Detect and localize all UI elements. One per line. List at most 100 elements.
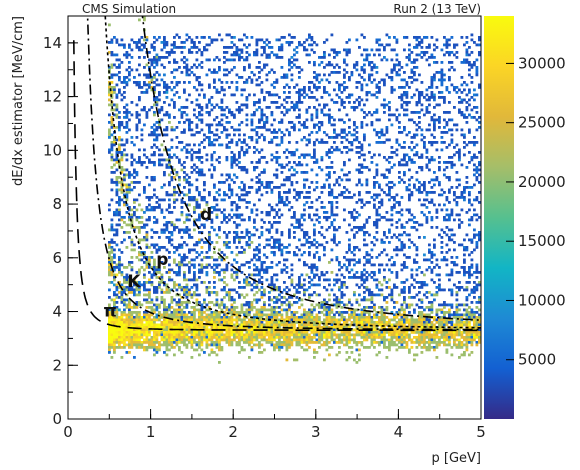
heatmap-cell xyxy=(438,118,441,122)
heatmap-cell xyxy=(138,86,141,89)
heatmap-cell xyxy=(450,211,454,214)
heatmap-cell xyxy=(465,121,469,124)
heatmap-cell xyxy=(350,258,354,262)
heatmap-cell xyxy=(208,238,211,242)
heatmap-cell xyxy=(185,203,189,207)
heatmap-cell xyxy=(360,98,364,102)
heatmap-cell xyxy=(230,68,234,72)
heatmap-cell xyxy=(325,178,329,182)
heatmap-cell xyxy=(275,131,279,134)
heatmap-cell xyxy=(168,86,171,89)
heatmap-cell xyxy=(273,246,276,249)
heatmap-cell xyxy=(405,208,409,212)
heatmap-cell xyxy=(168,113,171,117)
heatmap-cell xyxy=(173,206,176,209)
heatmap-cell xyxy=(200,223,204,227)
heatmap-cell xyxy=(230,263,234,267)
heatmap-cell xyxy=(255,53,259,57)
heatmap-cell xyxy=(145,266,149,269)
heatmap-cell xyxy=(188,271,191,274)
heatmap-cell xyxy=(150,161,154,164)
heatmap-cell xyxy=(225,81,229,84)
heatmap-cell xyxy=(158,263,161,267)
heatmap-cell xyxy=(108,288,111,292)
heatmap-cell xyxy=(195,201,199,204)
heatmap-cell xyxy=(115,168,119,172)
heatmap-cell xyxy=(343,163,346,167)
heatmap-cell xyxy=(145,298,149,302)
heatmap-cell xyxy=(465,108,469,112)
heatmap-cell xyxy=(278,106,281,109)
heatmap-cell xyxy=(438,303,441,307)
heatmap-cell xyxy=(420,128,424,132)
heatmap-cell xyxy=(118,76,121,79)
heatmap-cell xyxy=(395,271,399,274)
heatmap-cell xyxy=(205,48,209,52)
heatmap-cell xyxy=(330,116,334,119)
heatmap-cell xyxy=(305,241,309,244)
heatmap-cell xyxy=(315,181,319,184)
heatmap-cell xyxy=(473,163,476,167)
heatmap-cell xyxy=(435,118,439,122)
heatmap-cell xyxy=(213,183,216,187)
heatmap-cell xyxy=(275,301,279,304)
heatmap-cell xyxy=(300,191,304,194)
heatmap-cell xyxy=(308,253,311,257)
heatmap-cell xyxy=(448,51,451,54)
heatmap-cell xyxy=(275,186,279,189)
heatmap-cell xyxy=(235,313,239,317)
heatmap-cell xyxy=(415,46,419,49)
heatmap-cell xyxy=(178,301,181,304)
heatmap-cell xyxy=(160,276,164,279)
heatmap-cell xyxy=(208,98,211,102)
heatmap-cell xyxy=(395,286,399,289)
heatmap-cell xyxy=(383,276,386,279)
heatmap-cell xyxy=(270,281,274,284)
heatmap-cell xyxy=(258,268,261,272)
heatmap-cell xyxy=(140,221,144,224)
heatmap-cell xyxy=(118,163,121,167)
heatmap-cell xyxy=(125,111,129,114)
heatmap-cell xyxy=(148,58,151,62)
heatmap-cell xyxy=(133,171,136,174)
heatmap-cell xyxy=(260,53,264,57)
heatmap-cell xyxy=(415,128,419,132)
heatmap-cell xyxy=(175,198,179,202)
heatmap-cell xyxy=(125,121,129,124)
heatmap-cell xyxy=(133,243,136,247)
heatmap-cell xyxy=(128,208,131,212)
heatmap-cell xyxy=(455,178,459,182)
heatmap-cell xyxy=(315,78,319,82)
heatmap-cell xyxy=(328,136,331,139)
heatmap-cell xyxy=(215,138,219,142)
heatmap-cell xyxy=(473,41,476,44)
heatmap-cell xyxy=(330,288,334,292)
heatmap-cell xyxy=(270,123,274,127)
heatmap-cell xyxy=(403,113,406,117)
heatmap-cell xyxy=(343,161,346,164)
heatmap-cell xyxy=(360,143,364,147)
heatmap-cell xyxy=(388,113,391,117)
heatmap-cell xyxy=(465,233,469,237)
heatmap-cell xyxy=(338,241,341,244)
heatmap-cell xyxy=(108,121,111,124)
heatmap-cell xyxy=(278,156,281,159)
heatmap-cell xyxy=(140,208,144,212)
heatmap-cell xyxy=(140,36,144,39)
heatmap-cell xyxy=(365,98,369,102)
heatmap-cell xyxy=(195,46,199,49)
heatmap-cell xyxy=(290,206,294,209)
heatmap-cell xyxy=(108,303,111,307)
heatmap-cell xyxy=(290,181,294,184)
heatmap-cell xyxy=(310,201,314,204)
heatmap-cell xyxy=(123,266,126,269)
heatmap-cell xyxy=(353,293,356,297)
heatmap-cell xyxy=(113,298,116,302)
heatmap-cell xyxy=(433,253,436,257)
heatmap-cell xyxy=(185,263,189,267)
heatmap-cell xyxy=(223,268,226,272)
heatmap-cell xyxy=(120,241,124,244)
heatmap-cell xyxy=(158,248,161,252)
heatmap-cell xyxy=(183,278,186,282)
heatmap-cell xyxy=(215,133,219,137)
